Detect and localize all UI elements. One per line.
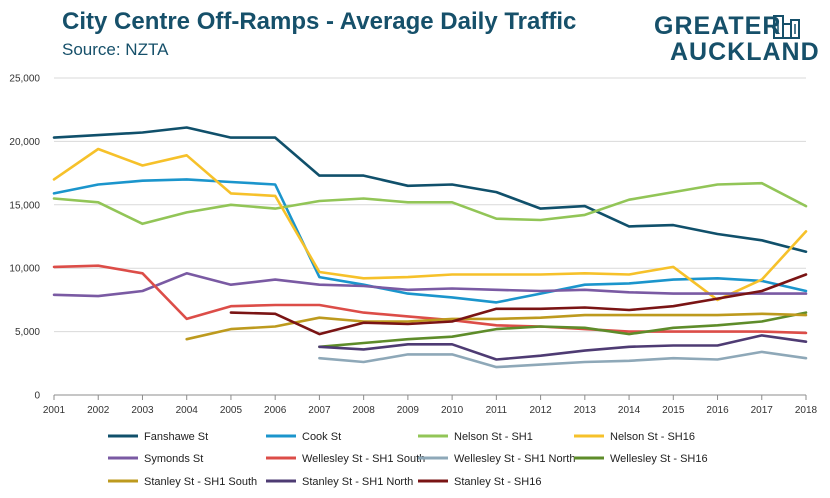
x-tick-label: 2015 [662, 405, 685, 416]
legend-label-4: Symonds St [144, 453, 203, 465]
y-tick-label: 20,000 [9, 137, 40, 148]
y-tick-label: 25,000 [9, 74, 40, 85]
y-tick-label: 15,000 [9, 200, 40, 211]
x-tick-label: 2007 [308, 405, 331, 416]
legend-label-3: Nelson St - SH16 [610, 431, 695, 443]
x-tick-label: 2016 [706, 405, 729, 416]
x-tick-label: 2001 [43, 405, 66, 416]
y-tick-label: 0 [34, 391, 40, 402]
series-line-2 [54, 183, 806, 224]
x-tick-label: 2006 [264, 405, 287, 416]
gridlines [54, 78, 806, 395]
legend-label-9: Stanley St - SH1 North [302, 476, 413, 488]
x-tick-label: 2011 [486, 405, 508, 416]
x-tick-label: 2003 [131, 405, 154, 416]
legend-label-2: Nelson St - SH1 [454, 431, 533, 443]
legend-label-7: Wellesley St - SH16 [610, 453, 708, 465]
y-tick-label: 10,000 [9, 264, 40, 275]
legend-label-8: Stanley St - SH1 South [144, 476, 257, 488]
series-line-3 [54, 149, 806, 300]
x-tick-label: 2004 [176, 405, 199, 416]
legend-label-6: Wellesley St - SH1 North [454, 453, 575, 465]
series-line-1 [54, 179, 806, 302]
line-chart: 05,00010,00015,00020,00025,000 2001 2002 2… [0, 0, 830, 498]
x-tick-label: 2014 [618, 405, 641, 416]
x-tick-label: 2018 [795, 405, 818, 416]
x-tick-label: 2002 [87, 405, 110, 416]
x-axis: 2001 2002 2003 2004 2005 2006 2007 2008 2009 2010… [43, 395, 818, 416]
legend-label-10: Stanley St - SH16 [454, 476, 541, 488]
legend-label-5: Wellesley St - SH1 South [302, 453, 425, 465]
legend-label-1: Cook St [302, 431, 341, 443]
legend-label-0: Fanshawe St [144, 431, 208, 443]
x-tick-label: 2017 [751, 405, 774, 416]
y-tick-label: 5,000 [15, 327, 40, 338]
x-tick-label: 2010 [441, 405, 464, 416]
x-tick-label: 2013 [574, 405, 597, 416]
x-tick-label: 2009 [397, 405, 420, 416]
y-axis: 0 5,000 10,000 15,000 20,000 25,000 [9, 74, 40, 402]
x-tick-label: 2005 [220, 405, 243, 416]
x-tick-label: 2008 [353, 405, 376, 416]
x-tick-label: 2012 [529, 405, 552, 416]
legend: Fanshawe St Cook St Nelson St - SH1 Nelson … [108, 431, 708, 488]
